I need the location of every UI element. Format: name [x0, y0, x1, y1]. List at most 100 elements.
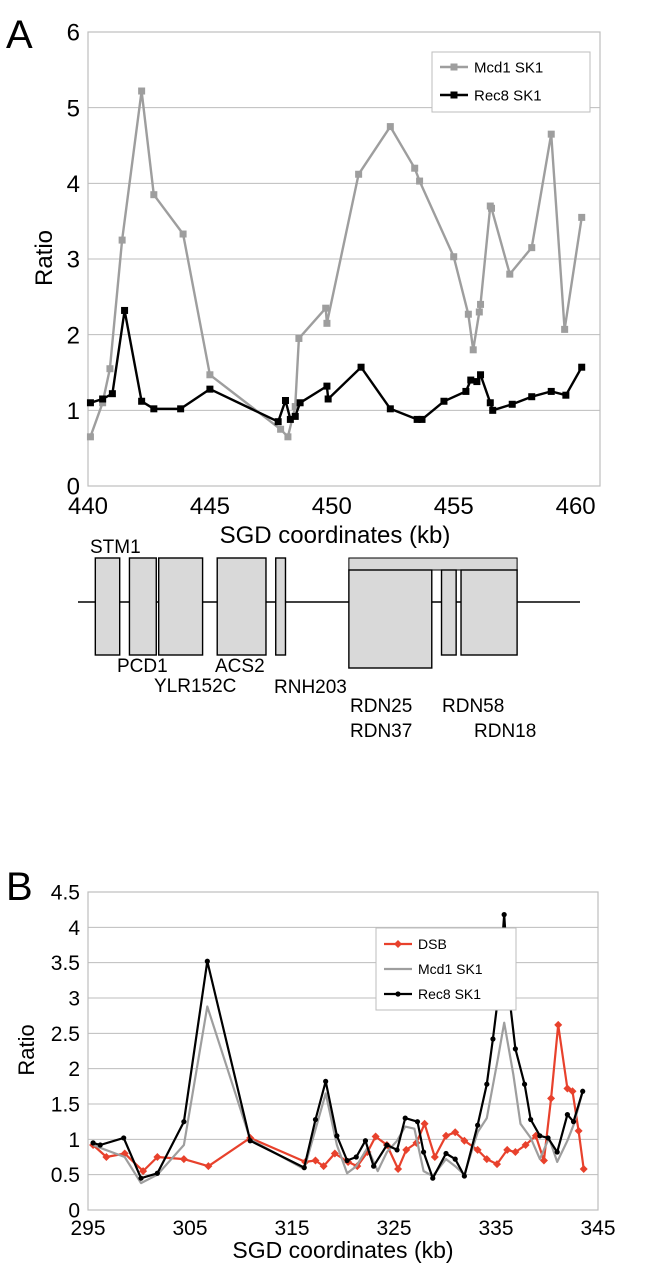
panel-a-rec8-sk1-point	[323, 382, 331, 390]
panel-a-rec8-sk1-point	[291, 412, 299, 420]
gene-feature-rdn37	[348, 557, 518, 571]
panel-b-dsb-point	[394, 1165, 403, 1174]
panel-a-rec8-sk1-point	[121, 306, 129, 314]
panel-a-y-axis-label: Ratio	[31, 230, 58, 286]
gene-label-rdn25: RDN25	[350, 696, 412, 717]
panel-a-mcd1-sk1-point	[386, 123, 394, 131]
panel-a-x-tick-label: 460	[556, 493, 596, 520]
panel-b-x-tick-label: 345	[580, 1217, 615, 1240]
panel-b-rec8-sk1-point	[323, 1078, 329, 1084]
panel-a-letter: A	[6, 13, 33, 57]
panel-b-legend-label-rec8-sk1: Rec8 SK1	[418, 986, 481, 1002]
panel-b-rec8-sk1-point	[154, 1170, 160, 1176]
panel-a-rec8-sk1-point	[413, 415, 421, 423]
panel-a-mcd1-sk1-line	[89, 89, 583, 438]
panel-b-rec8-sk1-point	[420, 1149, 427, 1155]
panel-b-rec8-sk1-point	[371, 1163, 377, 1169]
panel-b-y-tick-label: 2.5	[51, 1023, 80, 1046]
panel-b-legend-marker-dsb	[394, 940, 402, 948]
panel-b-y-tick-label: 1	[68, 1129, 80, 1152]
panel-a-y-tick-label: 2	[67, 322, 80, 349]
gene-feature-rdn25	[348, 569, 433, 669]
panel-b-rec8-sk1-point	[121, 1135, 127, 1141]
panel-a-x-tick-label: 450	[312, 493, 352, 520]
panel-b-rec8-sk1-point	[247, 1138, 253, 1144]
gene-label-acs2: ACS2	[215, 656, 265, 677]
panel-b-dsb-point	[568, 1087, 577, 1096]
panel-b-rec8-sk1-point	[490, 1036, 496, 1042]
gene-feature-pcd1	[128, 557, 157, 656]
panel-b-x-axis-label: SGD coordinates (kb)	[232, 1237, 453, 1263]
panel-b-rec8-sk1-point	[204, 958, 210, 964]
gene-feature-rnh203	[275, 557, 287, 656]
panel-a-mcd1-sk1-point	[547, 130, 555, 138]
panel-a-rec8-sk1-point	[86, 399, 94, 407]
panel-a-mcd1-sk1-point	[295, 334, 303, 342]
panel-b-dsb-point	[579, 1165, 588, 1174]
panel-b-dsb-point	[139, 1167, 148, 1176]
panel-b-x-tick-label: 295	[70, 1217, 105, 1240]
panel-a-legend-label-rec8-sk1: Rec8 SK1	[474, 87, 542, 104]
panel-a-mcd1-sk1-point	[528, 244, 536, 252]
panel-b-dsb-point	[460, 1136, 469, 1145]
panel-b-legend-marker-rec8-sk1	[395, 991, 401, 997]
panel-a-rec8-sk1-point	[357, 363, 365, 371]
panel-b-rec8-sk1-point	[501, 912, 507, 918]
panel-b-rec8-sk1-point	[90, 1140, 96, 1146]
panel-a-mcd1-sk1-point	[277, 425, 285, 433]
panel-b-dsb-point	[430, 1153, 439, 1161]
panel-b-rec8-sk1-point	[554, 1149, 560, 1155]
panel-a-rec8-sk1-point	[418, 415, 426, 423]
panel-a-mcd1-sk1-point	[469, 346, 477, 354]
panel-b-y-tick-label: 2	[68, 1058, 80, 1081]
panel-a-mcd1-sk1-point	[416, 177, 424, 185]
panel-a-legend-box	[431, 51, 591, 113]
panel-a-y-tick-label: 1	[67, 398, 80, 425]
panel-b-rec8-sk1-point	[334, 1133, 340, 1139]
gene-label-rdn37: RDN37	[350, 721, 412, 742]
panel-a-mcd1-sk1-point	[179, 230, 187, 238]
panel-b-legend-label-dsb: DSB	[418, 936, 447, 952]
panel-b-dsb-point	[442, 1131, 451, 1140]
panel-b-dsb-point	[503, 1145, 512, 1154]
panel-a-mcd1-sk1-point	[322, 304, 330, 312]
panel-b-y-tick-label: 4	[68, 917, 80, 940]
panel-b-dsb-point	[574, 1126, 583, 1135]
panel-a-x-tick-label: 445	[190, 493, 230, 520]
panel-b-y-axis-label: Ratio	[14, 1024, 39, 1075]
panel-b-rec8-sk1-point	[312, 1116, 319, 1123]
panel-b-dsb-point	[420, 1119, 429, 1128]
panel-b-legend-label-mcd1-sk1: Mcd1 SK1	[418, 961, 483, 977]
panel-b-dsb-point	[311, 1156, 320, 1165]
panel-b-x-tick-label: 335	[478, 1217, 513, 1240]
panel-a-mcd1-sk1-point	[578, 213, 586, 221]
panel-a-mcd1-sk1-point	[284, 433, 292, 441]
panel-a-rec8-sk1-point	[486, 399, 494, 407]
panel-a-y-tick-label: 5	[67, 95, 80, 122]
panel-b-dsb-point	[402, 1145, 411, 1154]
panel-b-rec8-sk1-point	[475, 1122, 481, 1128]
gene-label-rdn58: RDN58	[442, 696, 504, 717]
panel-a-mcd1-sk1-point	[206, 371, 214, 379]
panel-a-rec8-sk1-point	[177, 405, 185, 413]
panel-a-mcd1-sk1-point	[150, 191, 158, 199]
panel-b-rec8-sk1-point	[353, 1154, 359, 1160]
panel-b-dsb-point	[319, 1162, 328, 1171]
panel-a-rec8-sk1-point	[281, 396, 289, 404]
panel-b-rec8-sk1-point	[545, 1135, 551, 1141]
panel-b-rec8-sk1-point	[362, 1138, 369, 1144]
panel-a-rec8-sk1-point	[462, 387, 470, 395]
gene-feature-stm1	[94, 557, 121, 656]
gene-label-ylr152c: YLR152C	[154, 676, 236, 697]
panel-a-y-tick-label: 3	[67, 247, 80, 274]
panel-a-rec8-sk1-point	[138, 397, 146, 405]
panel-b-dsb-point	[451, 1128, 460, 1137]
panel-b-x-tick-label: 315	[274, 1217, 309, 1240]
panel-b-rec8-sk1-point	[580, 1088, 586, 1094]
panel-a-rec8-sk1-point	[489, 406, 497, 414]
panel-a-x-tick-label: 455	[434, 493, 474, 520]
panel-b-rec8-sk1-point	[394, 1147, 400, 1153]
panel-b-rec8-sk1-point	[521, 1081, 528, 1087]
panel-a-rec8-sk1-point	[440, 397, 448, 405]
